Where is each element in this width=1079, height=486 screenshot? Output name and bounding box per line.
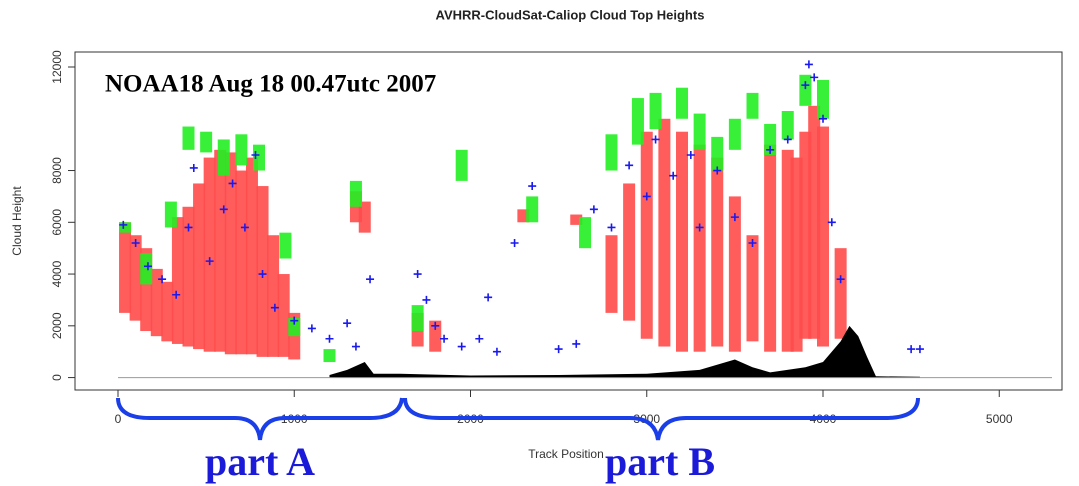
cloud-column	[711, 158, 723, 347]
cloud-column	[799, 75, 811, 106]
cloud-column	[246, 158, 258, 355]
cloud-column	[172, 217, 184, 344]
cloud-column	[161, 282, 173, 342]
y-tick-label: 6000	[50, 209, 64, 236]
cloud-column	[140, 253, 152, 284]
cloud-column	[279, 233, 291, 259]
y-axis-label: Cloud Height	[10, 186, 24, 256]
cloud-column	[632, 98, 644, 145]
cloud-column	[747, 235, 759, 341]
y-tick-label: 8000	[50, 157, 64, 184]
cloud-column	[694, 114, 706, 150]
cloud-column	[606, 134, 618, 170]
cloud-column	[214, 150, 226, 352]
x-tick-label: 0	[115, 412, 122, 426]
cloud-column	[412, 305, 424, 331]
cloud-column	[764, 145, 776, 352]
cloud-column	[817, 127, 829, 347]
cloud-column	[658, 119, 670, 347]
cloud-column	[711, 137, 723, 171]
annotation: part A	[205, 439, 315, 484]
cloud-column	[218, 139, 230, 175]
cloud-column	[324, 349, 336, 362]
cloud-column	[235, 171, 247, 355]
y-tick-label: 12000	[50, 50, 64, 84]
cloud-column	[204, 158, 216, 352]
x-tick-label: 5000	[986, 412, 1013, 426]
cloud-column	[526, 196, 538, 222]
cloud-column	[165, 202, 177, 228]
cloud-column	[641, 132, 653, 339]
cloud-column	[456, 150, 468, 181]
cloud-column	[747, 93, 759, 119]
cloud-column	[235, 134, 247, 165]
cloud-column	[183, 127, 195, 150]
cloud-column	[729, 119, 741, 150]
chart: AVHRR-CloudSat-Caliop Cloud Top Heights …	[0, 0, 1079, 486]
annotation: part B	[605, 439, 715, 484]
x-axis-label: Track Position	[528, 447, 604, 461]
cloud-column	[267, 235, 279, 357]
cloud-column	[676, 132, 688, 352]
chart-title: AVHRR-CloudSat-Caliop Cloud Top Heights	[436, 7, 705, 22]
annotation: NOAA18 Aug 18 00.47utc 2007	[105, 71, 436, 98]
cloud-column	[130, 235, 142, 320]
cloud-column	[193, 183, 205, 349]
cloud-column	[817, 80, 829, 119]
cloud-column	[835, 248, 847, 339]
cloud-column	[278, 274, 290, 357]
cloud-column	[119, 222, 131, 232]
cloud-column	[119, 222, 131, 313]
cloud-column	[694, 145, 706, 352]
cloud-column	[782, 111, 794, 139]
cloud-column	[676, 88, 688, 119]
cloud-column	[650, 93, 662, 129]
cloud-column	[350, 181, 362, 207]
cloud-column	[623, 183, 635, 320]
y-tick-label: 2000	[50, 312, 64, 339]
cloud-column	[606, 235, 618, 313]
cloud-column	[579, 217, 591, 248]
cloud-column	[200, 132, 212, 153]
y-tick-label: 0	[50, 374, 64, 381]
y-tick-label: 4000	[50, 260, 64, 287]
